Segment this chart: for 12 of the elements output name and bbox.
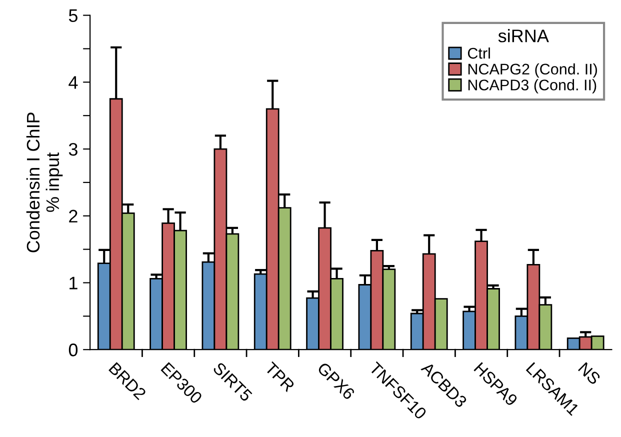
x-tick-label: NS <box>578 362 602 386</box>
y-tick-label: 5 <box>68 9 78 22</box>
legend-label: NCAPD3 (Cond. II) <box>468 79 596 94</box>
y-tick-label: 4 <box>68 76 78 89</box>
y-axis-title: Condensin I ChIP % input <box>26 112 63 252</box>
legend-label: NCAPG2 (Cond. II) <box>468 63 597 78</box>
legend-title: siRNA <box>498 29 549 42</box>
y-tick-label: 0 <box>68 344 78 356</box>
y-tick-label: 3 <box>68 142 78 156</box>
legend-label: Ctrl <box>468 47 490 59</box>
y-tick-label: 2 <box>69 210 78 222</box>
y-tick-label: 1 <box>70 276 78 290</box>
